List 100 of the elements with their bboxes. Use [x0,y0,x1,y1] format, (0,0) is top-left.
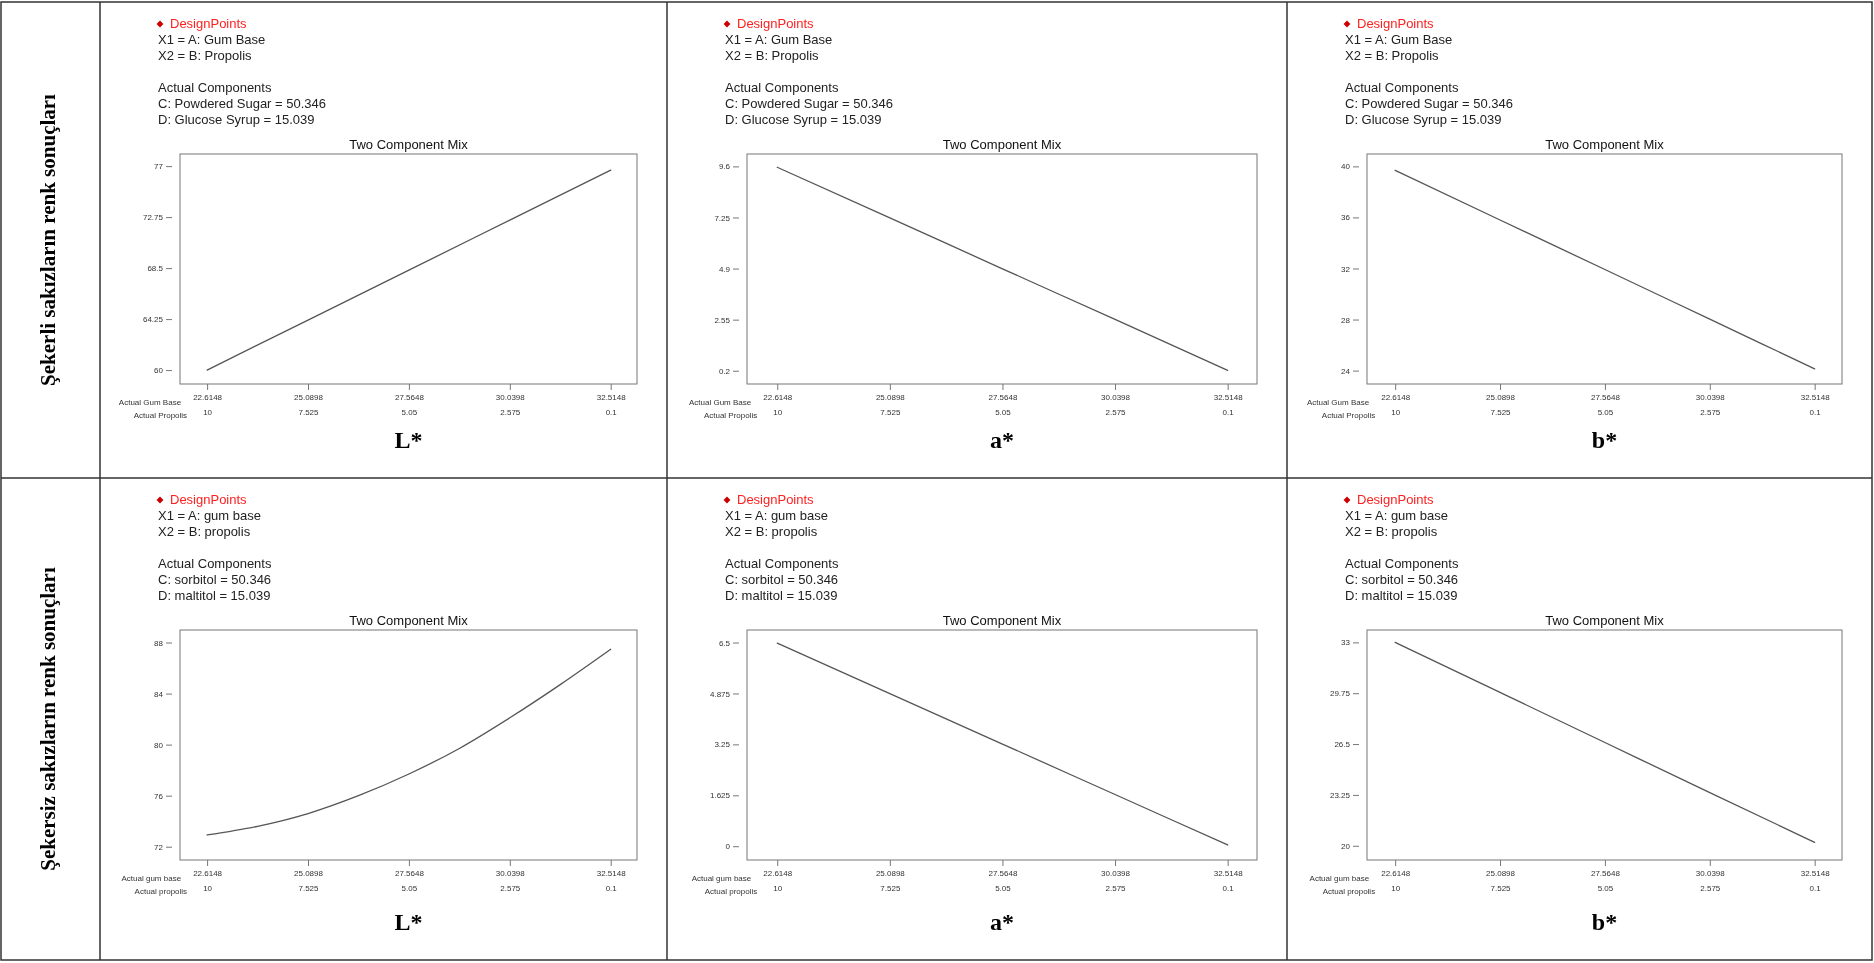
x2-axis-title: Actual propolis [1322,887,1376,896]
x2-axis-title: Actual propolis [134,887,188,896]
y-tick-label: 20 [1341,841,1351,851]
x2-axis-title: Actual Propolis [1321,411,1376,420]
text: D: Glucose Syrup = 15.039 [158,112,315,127]
y-tick-label: 7.25 [714,213,731,223]
x2-tick-label: 2.575 [1105,883,1127,893]
text: a* [990,909,1014,935]
x-tick-label: 25.0898 [1486,393,1516,403]
chart-title: Two Component Mix [1545,137,1665,152]
x2-tick-label: 5.05 [995,407,1012,417]
x-axis-title: Actual gum base [1309,874,1370,883]
text: L* [394,909,423,935]
y-tick-label: 3.25 [714,740,731,750]
y-tick-label: 33 [1341,638,1351,648]
text: DesignPoints [170,16,248,31]
x-tick-label: 25.0898 [1486,869,1516,879]
x2-tick-label: 7.525 [880,407,901,417]
text: X2 = B: Propolis [725,48,820,63]
x-tick-label: 27.5648 [394,869,425,879]
x-tick-label: 25.0898 [294,393,324,403]
text: C: Powdered Sugar = 50.346 [158,96,327,111]
x2-tick-label: 2.575 [500,407,521,417]
x-tick-label: 27.5648 [988,393,1018,403]
x2-tick-label: 10 [203,407,213,417]
text: X2 = B: Propolis [158,48,253,63]
y-tick-label: 0 [725,842,731,852]
x-tick-label: 25.0898 [294,869,324,879]
text: X1 = A: Gum Base [725,32,833,47]
x-tick-label: 25.0898 [875,393,906,403]
x-tick-label: 27.5648 [394,393,425,403]
x2-tick-label: 7.525 [298,883,320,893]
text: DesignPoints [1357,492,1435,507]
x2-tick-label: 0.1 [1809,883,1822,893]
text: D: Glucose Syrup = 15.039 [1345,112,1502,127]
y-tick-label: 68.5 [147,264,164,274]
text: Şekerli sakızların renk sonuçları [36,93,60,386]
text: C: Powdered Sugar = 50.346 [725,96,894,111]
y-tick-label: 4.9 [718,264,731,274]
y-tick-label: 36 [1341,213,1351,223]
y-tick-label: 60 [154,366,164,376]
x-axis-title: Actual Gum Base [689,398,752,407]
x2-axis-title: Actual Propolis [703,411,758,420]
text: DesignPoints [170,492,248,507]
y-tick-label: 64.25 [142,315,164,325]
x2-tick-label: 5.05 [1597,883,1614,893]
y-tick-label: 72 [154,842,164,852]
x-tick-label: 22.6148 [763,869,793,879]
y-tick-label: 84 [154,689,164,699]
x-axis-title: Actual gum base [691,874,752,883]
chart-title: Two Component Mix [349,613,469,628]
y-tick-label: 26.5 [1334,740,1351,750]
text: b* [1591,909,1618,935]
text: DesignPoints [737,492,815,507]
x2-tick-label: 5.05 [1597,407,1614,417]
x-axis-title: Actual gum base [121,874,182,883]
x-tick-label: 32.5148 [1213,393,1244,403]
text: X2 = B: propolis [725,524,818,539]
text: X1 = A: gum base [158,508,261,523]
x2-tick-label: 2.575 [1700,407,1721,417]
text: C: Powdered Sugar = 50.346 [1345,96,1514,111]
chart-title: Two Component Mix [349,137,469,152]
text: C: sorbitol = 50.346 [1345,572,1459,587]
y-tick-label: 80 [154,740,164,750]
text: X1 = A: gum base [725,508,828,523]
y-tick-label: 77 [154,162,164,172]
text: Şekersiz sakızların renk sonuçları [36,567,60,871]
text: X1 = A: Gum Base [1345,32,1453,47]
x-tick-label: 32.5148 [1800,869,1831,879]
chart-title: Two Component Mix [1545,613,1665,628]
y-tick-label: 9.6 [718,162,731,172]
x-axis-title: Actual Gum Base [118,398,182,407]
x2-tick-label: 5.05 [401,407,418,417]
x-tick-label: 30.0398 [1101,869,1131,879]
x2-tick-label: 2.575 [500,883,521,893]
x-tick-label: 30.0398 [1695,393,1726,403]
x2-axis-title: Actual propolis [704,887,758,896]
text: X2 = B: propolis [1345,524,1438,539]
x2-tick-label: 10 [1391,407,1401,417]
x-tick-label: 30.0398 [495,393,526,403]
y-tick-label: 2.55 [714,315,731,325]
x2-tick-label: 7.525 [880,883,901,893]
line-series [1394,169,1816,370]
x-tick-label: 22.6148 [1381,393,1411,403]
x-tick-label: 22.6148 [193,869,223,879]
line-series [206,169,612,371]
y-tick-label: 28 [1341,315,1351,325]
y-tick-label: 32 [1341,264,1351,274]
text: D: maltitol = 15.039 [158,588,271,603]
text: Actual Components [158,556,272,571]
y-tick-label: 6.5 [718,638,731,648]
x-tick-label: 22.6148 [763,393,793,403]
x2-tick-label: 7.525 [298,407,320,417]
x-tick-label: 30.0398 [495,869,526,879]
text: D: Glucose Syrup = 15.039 [725,112,882,127]
x2-tick-label: 0.1 [1222,883,1235,893]
line-series [776,166,1229,371]
x-tick-label: 32.5148 [1800,393,1831,403]
text: DesignPoints [737,16,815,31]
line-series [206,648,612,836]
